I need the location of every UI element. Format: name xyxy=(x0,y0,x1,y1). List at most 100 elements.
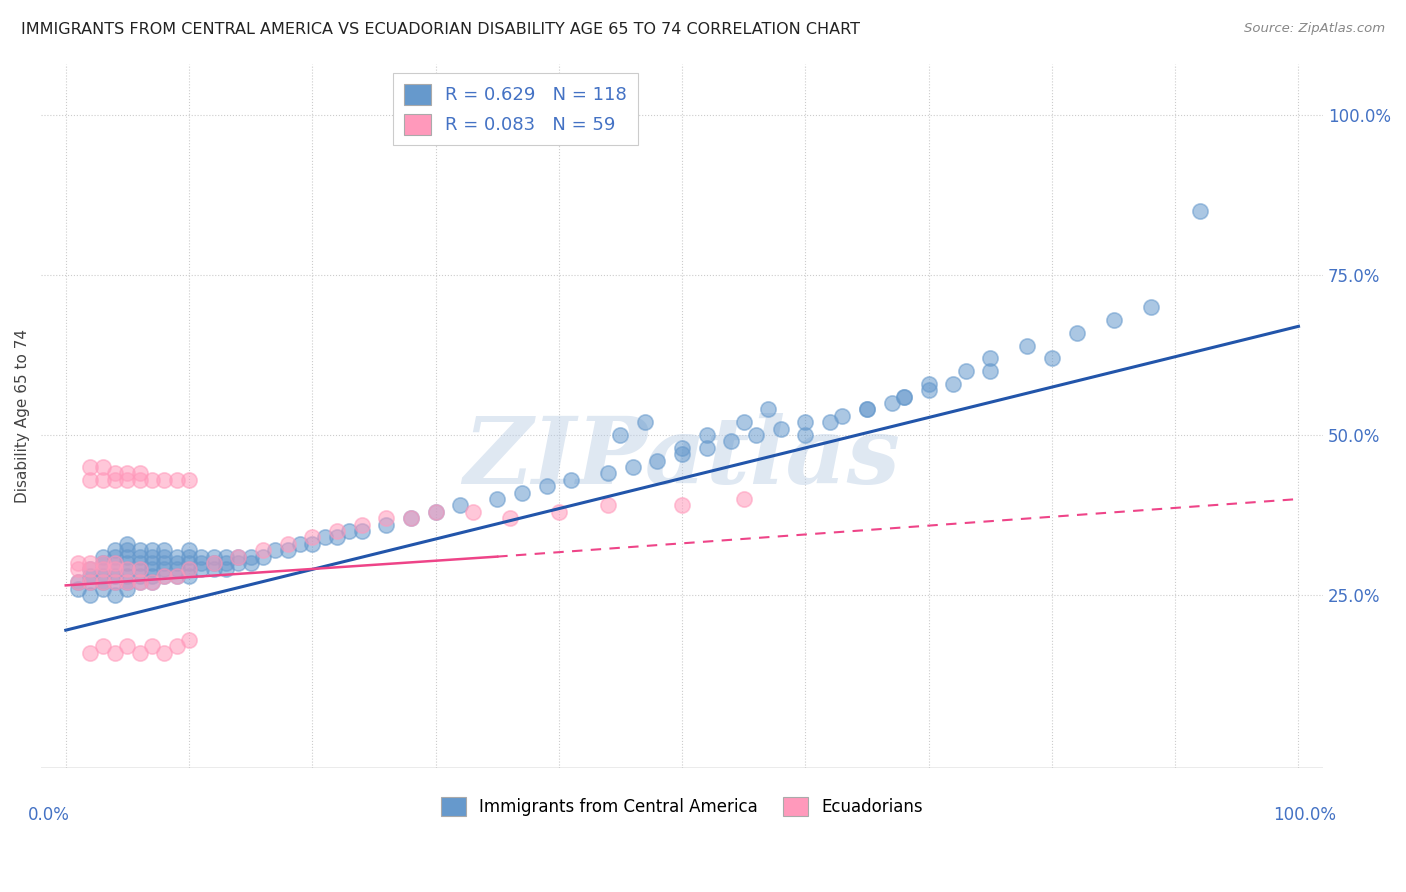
Point xyxy=(128,569,150,583)
Point xyxy=(117,556,139,570)
Point xyxy=(818,415,841,429)
Point xyxy=(91,473,114,487)
Point xyxy=(301,530,323,544)
Point xyxy=(91,569,114,583)
Point xyxy=(91,556,114,570)
Point xyxy=(1188,204,1211,219)
Point xyxy=(117,639,139,653)
Point xyxy=(893,390,915,404)
Point xyxy=(215,562,238,576)
Point xyxy=(202,562,225,576)
Point xyxy=(215,549,238,564)
Point xyxy=(350,524,373,538)
Text: 0.0%: 0.0% xyxy=(28,806,70,824)
Point xyxy=(696,441,718,455)
Point xyxy=(104,588,127,602)
Point xyxy=(769,422,792,436)
Point xyxy=(375,517,398,532)
Text: ZIPatlas: ZIPatlas xyxy=(464,413,901,503)
Point xyxy=(104,569,127,583)
Point xyxy=(177,632,200,647)
Point xyxy=(671,447,693,461)
Point xyxy=(239,556,262,570)
Point xyxy=(153,562,176,576)
Point xyxy=(942,376,965,391)
Point xyxy=(979,351,1001,366)
Point xyxy=(104,549,127,564)
Point xyxy=(277,543,299,558)
Point xyxy=(215,556,238,570)
Point xyxy=(128,575,150,590)
Point xyxy=(91,556,114,570)
Point xyxy=(166,556,188,570)
Point xyxy=(117,575,139,590)
Point xyxy=(104,562,127,576)
Point xyxy=(79,556,101,570)
Point xyxy=(79,569,101,583)
Point xyxy=(67,556,90,570)
Point xyxy=(177,473,200,487)
Point xyxy=(609,428,631,442)
Point xyxy=(252,549,274,564)
Point xyxy=(166,562,188,576)
Point xyxy=(1017,338,1039,352)
Point xyxy=(733,415,755,429)
Point xyxy=(177,569,200,583)
Point xyxy=(202,556,225,570)
Point xyxy=(350,517,373,532)
Point xyxy=(190,562,212,576)
Point xyxy=(153,549,176,564)
Point xyxy=(979,364,1001,378)
Point xyxy=(1139,300,1161,314)
Point xyxy=(177,549,200,564)
Point xyxy=(117,562,139,576)
Point xyxy=(153,473,176,487)
Point xyxy=(1066,326,1088,340)
Point xyxy=(79,575,101,590)
Point xyxy=(486,491,509,506)
Point xyxy=(177,556,200,570)
Point xyxy=(117,562,139,576)
Text: IMMIGRANTS FROM CENTRAL AMERICA VS ECUADORIAN DISABILITY AGE 65 TO 74 CORRELATIO: IMMIGRANTS FROM CENTRAL AMERICA VS ECUAD… xyxy=(21,22,860,37)
Point xyxy=(117,543,139,558)
Point xyxy=(141,639,163,653)
Point xyxy=(314,530,336,544)
Point xyxy=(91,562,114,576)
Point xyxy=(498,511,520,525)
Point xyxy=(128,473,150,487)
Point xyxy=(104,467,127,481)
Point xyxy=(918,384,941,398)
Point xyxy=(128,549,150,564)
Point xyxy=(720,434,742,449)
Point xyxy=(104,575,127,590)
Point xyxy=(141,549,163,564)
Point xyxy=(326,524,349,538)
Point xyxy=(128,467,150,481)
Point xyxy=(647,453,669,467)
Y-axis label: Disability Age 65 to 74: Disability Age 65 to 74 xyxy=(15,329,30,503)
Point xyxy=(856,402,879,417)
Point xyxy=(91,582,114,596)
Legend: Immigrants from Central America, Ecuadorians: Immigrants from Central America, Ecuador… xyxy=(434,790,929,822)
Text: Source: ZipAtlas.com: Source: ZipAtlas.com xyxy=(1244,22,1385,36)
Point xyxy=(177,562,200,576)
Point xyxy=(190,549,212,564)
Point xyxy=(634,415,657,429)
Point xyxy=(153,646,176,660)
Point xyxy=(288,537,311,551)
Point xyxy=(955,364,977,378)
Point xyxy=(794,415,817,429)
Point xyxy=(166,569,188,583)
Point xyxy=(264,543,287,558)
Point xyxy=(67,575,90,590)
Text: 100.0%: 100.0% xyxy=(1272,806,1336,824)
Point xyxy=(117,569,139,583)
Point xyxy=(202,556,225,570)
Point xyxy=(153,569,176,583)
Point xyxy=(399,511,422,525)
Point xyxy=(79,473,101,487)
Point xyxy=(880,396,903,410)
Point xyxy=(79,588,101,602)
Point xyxy=(91,575,114,590)
Point xyxy=(547,505,569,519)
